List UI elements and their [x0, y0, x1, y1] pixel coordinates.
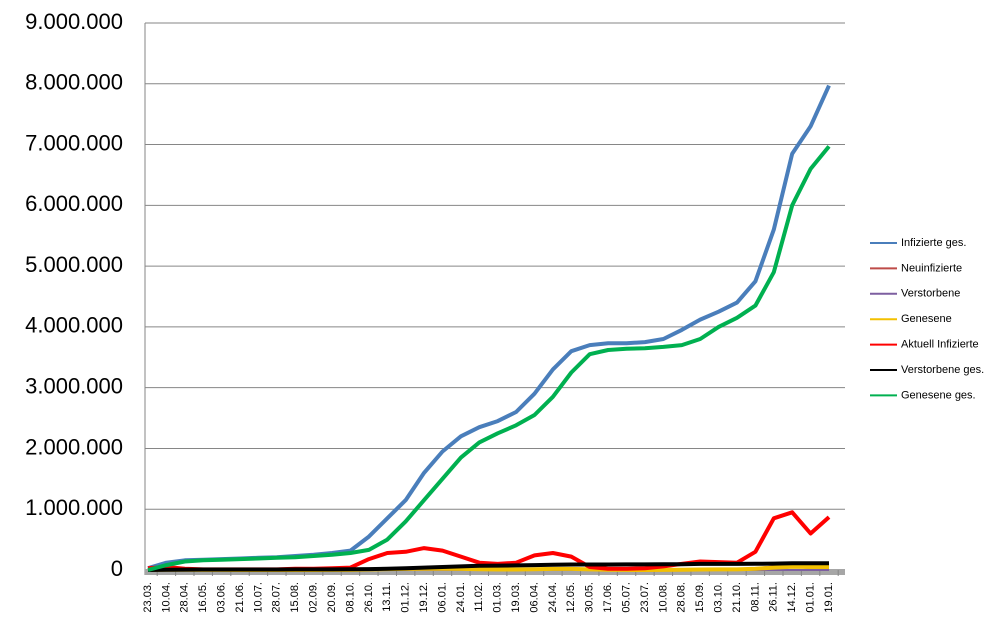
x-tick-label: 23.07. — [639, 582, 651, 613]
x-tick-label: 26.10. — [363, 582, 375, 613]
legend-label: Neuinfizierte — [901, 262, 962, 274]
x-tick-label: 05.07. — [620, 582, 632, 613]
legend-label: Verstorbene — [901, 288, 960, 300]
x-tick-label: 12.05. — [565, 582, 577, 613]
series-line — [147, 145, 831, 572]
y-tick-label: 1.000.000 — [25, 495, 123, 520]
legend-label: Genesene — [901, 313, 952, 325]
y-tick-label: 2.000.000 — [25, 434, 123, 459]
x-tick-label: 24.01. — [455, 582, 467, 613]
x-tick-label: 11.02. — [473, 582, 485, 612]
x-tick-label: 21.10. — [731, 582, 743, 613]
legend-label: Aktuell Infizierte — [901, 339, 979, 351]
x-tick-label: 01.03. — [492, 582, 504, 613]
x-tick-label: 28.04. — [179, 582, 191, 613]
x-tick-label: 28.08. — [676, 582, 688, 613]
x-tick-label: 03.10. — [712, 582, 724, 613]
x-tick-label: 26.11. — [768, 582, 780, 612]
x-tick-label: 24.04. — [547, 582, 559, 613]
x-tick-label: 01.12. — [400, 582, 412, 613]
series-line — [147, 561, 830, 572]
x-tick-label: 14.12. — [786, 582, 798, 613]
x-tick-label: 06.04. — [528, 582, 540, 613]
x-tick-label: 21.06. — [234, 582, 246, 613]
y-tick-label: 5.000.000 — [25, 252, 123, 277]
series-line — [147, 510, 831, 572]
x-tick-label: 30.05. — [584, 582, 596, 613]
x-tick-label: 15.09. — [694, 582, 706, 613]
x-tick-label: 13.11. — [381, 582, 393, 612]
x-tick-label: 03.06. — [216, 582, 228, 613]
x-tick-label: 19.12. — [418, 582, 430, 613]
y-tick-label: 3.000.000 — [25, 373, 123, 398]
x-tick-label: 01.01. — [805, 582, 817, 613]
x-tick-label: 16.05. — [197, 582, 209, 613]
x-tick-label: 19.01. — [823, 582, 835, 613]
x-tick-label: 08.10. — [344, 582, 356, 613]
y-tick-label: 6.000.000 — [25, 191, 123, 216]
x-tick-label: 17.06. — [602, 582, 614, 613]
y-tick-label: 7.000.000 — [25, 130, 123, 155]
x-tick-label: 23.03. — [142, 582, 154, 613]
x-tick-label: 19.03. — [510, 582, 522, 613]
x-tick-label: 10.08. — [657, 582, 669, 613]
x-axis — [145, 569, 845, 575]
y-tick-label: 0 — [111, 556, 123, 581]
legend-label: Infizierte ges. — [901, 237, 966, 249]
x-tick-label: 06.01. — [436, 582, 448, 613]
x-tick-label: 10.07. — [252, 582, 264, 613]
legend-label: Genesene ges. — [901, 389, 976, 401]
x-tick-label: 28.07. — [271, 582, 283, 613]
y-tick-label: 8.000.000 — [25, 70, 123, 95]
x-tick-label: 02.09. — [308, 582, 320, 613]
y-tick-label: 4.000.000 — [25, 313, 123, 338]
x-tick-label: 08.11. — [749, 582, 761, 612]
x-tick-label: 15.08. — [289, 582, 301, 613]
x-tick-label: 10.04. — [160, 582, 172, 613]
legend-label: Verstorbene ges. — [901, 364, 984, 376]
x-tick-label: 20.09. — [326, 582, 338, 613]
y-tick-label: 9.000.000 — [25, 9, 123, 34]
